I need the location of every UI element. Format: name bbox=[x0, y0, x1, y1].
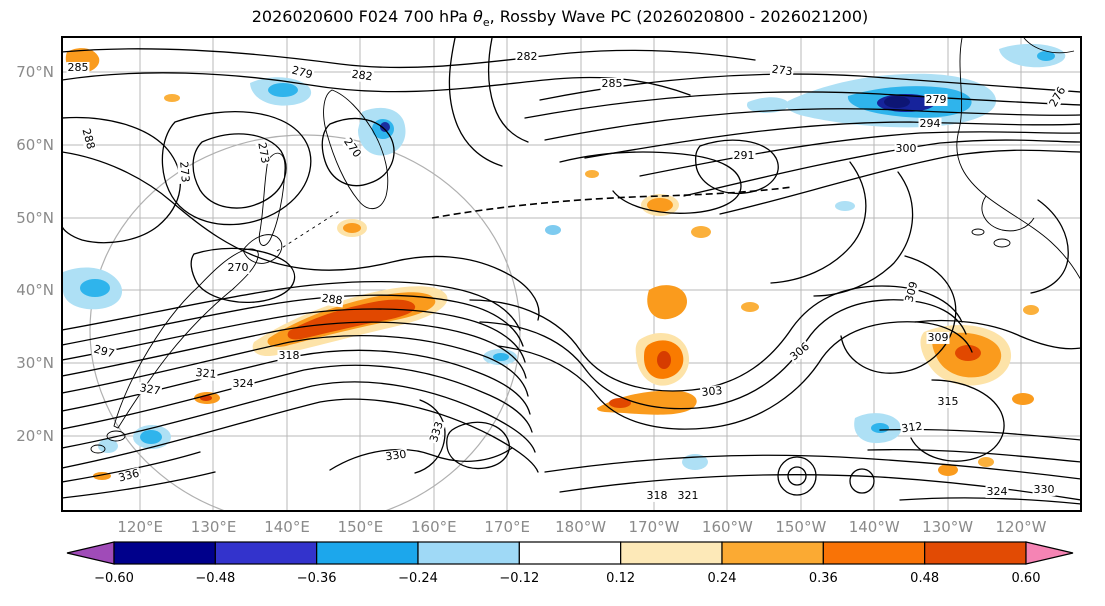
colorbar-segment bbox=[721, 541, 824, 565]
x-tick-label: 120°E bbox=[117, 518, 163, 536]
title-suffix: , Rossby Wave PC (2026020800 - 202602120… bbox=[489, 7, 869, 26]
title-prefix: 2026020600 F024 700 hPa bbox=[251, 7, 474, 26]
x-tick-label: 170°E bbox=[484, 518, 530, 536]
coastline-chukotka bbox=[1023, 38, 1075, 54]
colorbar-segment bbox=[113, 541, 216, 565]
x-tick-label: 140°E bbox=[264, 518, 310, 536]
x-tick-label: 170°W bbox=[628, 518, 680, 536]
colorbar-tick-label: −0.48 bbox=[195, 571, 236, 586]
colorbar-over-arrow bbox=[1025, 541, 1074, 565]
x-tick-label: 180°W bbox=[555, 518, 607, 536]
anomaly-shading bbox=[63, 43, 1066, 480]
coastline-sakhalin bbox=[258, 152, 286, 246]
latitude-axis: 70°N 60°N 50°N 40°N 30°N 20°N bbox=[0, 0, 58, 606]
x-tick-label: 130°E bbox=[190, 518, 237, 536]
coastline-island bbox=[90, 444, 106, 454]
x-tick-label: 160°E bbox=[410, 518, 457, 536]
colorbar-tick-label: 0.36 bbox=[808, 571, 838, 586]
y-tick-label: 60°N bbox=[16, 135, 54, 154]
coastline-kamchatka bbox=[323, 89, 389, 209]
colorbar-swatches bbox=[66, 541, 1074, 565]
coastline-island bbox=[993, 238, 1011, 248]
y-tick-label: 20°N bbox=[16, 427, 54, 445]
colorbar-under-arrow bbox=[66, 541, 115, 565]
map-border bbox=[61, 36, 1082, 512]
x-tick-label: 160°W bbox=[701, 518, 753, 536]
colorbar-segment bbox=[822, 541, 926, 565]
x-tick-label: 120°W bbox=[995, 518, 1047, 536]
colorbar-tick-row: −0.60 −0.48 −0.36 −0.24 −0.12 0.12 0.24 0.36 0.4… bbox=[66, 571, 1074, 591]
coastline-hokkaido bbox=[242, 234, 283, 264]
coastline-alaska-inlet bbox=[981, 195, 1035, 232]
colorbar-tick-label: −0.24 bbox=[398, 571, 438, 586]
y-tick-label: 50°N bbox=[16, 208, 54, 227]
colorbar-segment bbox=[316, 541, 419, 565]
x-tick-label: 130°W bbox=[922, 518, 974, 536]
figure-title: 2026020600 F024 700 hPa θe, Rossby Wave … bbox=[40, 7, 1080, 29]
colorbar-tick-label: −0.36 bbox=[296, 571, 337, 586]
colorbar-tick-label: 0.12 bbox=[606, 571, 636, 586]
x-tick-label: 140°W bbox=[848, 518, 900, 536]
graticule-gridlines bbox=[63, 38, 1080, 510]
coastline-kuril-islands bbox=[276, 209, 342, 252]
colorbar-segment bbox=[620, 541, 723, 565]
colorbar bbox=[66, 541, 1074, 565]
x-tick-label: 150°W bbox=[775, 518, 827, 536]
colorbar-segment bbox=[214, 541, 318, 565]
coastline-kyushu bbox=[106, 430, 126, 442]
colorbar-tick-label: −0.12 bbox=[499, 571, 540, 586]
coastline-alaska bbox=[956, 38, 1080, 280]
colorbar-tick-label: 0.48 bbox=[910, 571, 940, 586]
colorbar-segment bbox=[417, 541, 520, 565]
x-tick-label: 150°E bbox=[337, 518, 384, 536]
theta-symbol: θ bbox=[473, 7, 483, 26]
colorbar-segment bbox=[924, 541, 1027, 565]
colorbar-tick-label: 0.24 bbox=[707, 571, 737, 586]
coastline-island bbox=[971, 228, 985, 236]
y-tick-label: 40°N bbox=[16, 281, 54, 300]
colorbar-segment bbox=[518, 541, 622, 565]
theta-subscript: e bbox=[482, 16, 490, 30]
colorbar-tick-label: −0.60 bbox=[94, 571, 134, 586]
y-tick-label: 30°N bbox=[16, 354, 54, 373]
colorbar-tick-label: 0.60 bbox=[1011, 571, 1041, 586]
y-tick-label: 70°N bbox=[16, 63, 54, 81]
